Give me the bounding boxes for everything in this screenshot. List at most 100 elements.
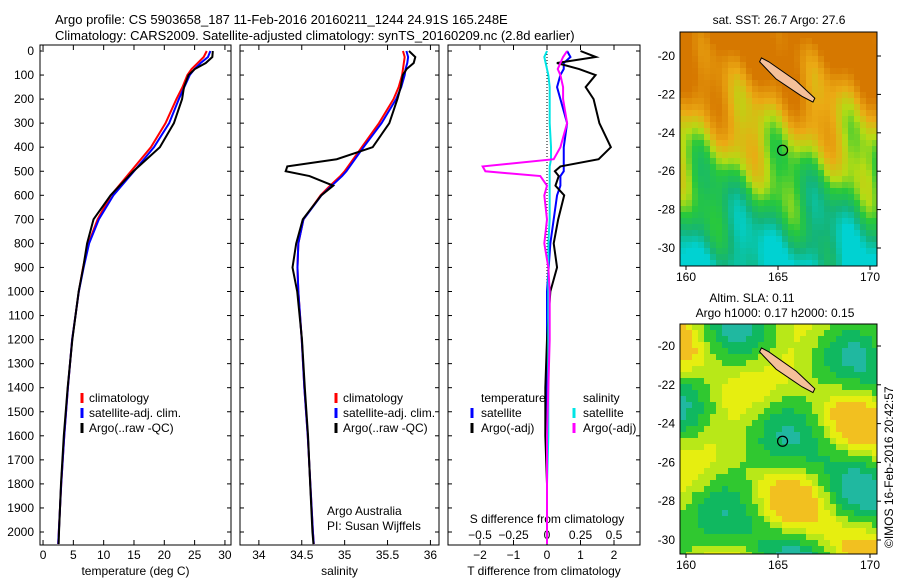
map-cell (728, 206, 734, 212)
map-cell (746, 540, 752, 546)
map-cell (692, 254, 698, 260)
map-cell (704, 444, 710, 450)
map-cell (698, 384, 704, 390)
map-cell (686, 182, 692, 188)
map-cell (710, 426, 716, 432)
map-cell (788, 68, 794, 74)
map-cell (740, 248, 746, 254)
map-cell (722, 74, 728, 80)
map-cell (776, 432, 782, 438)
map-cell (782, 444, 788, 450)
map-cell (782, 176, 788, 182)
map-cell (836, 420, 842, 426)
map-cell (734, 432, 740, 438)
map-cell (746, 44, 752, 50)
map-cell (746, 456, 752, 462)
map-cell (812, 510, 818, 516)
x2-tick-label: −0.25 (498, 528, 529, 542)
map-cell (854, 80, 860, 86)
map-cell (722, 80, 728, 86)
map-cell (806, 98, 812, 104)
map-cell (794, 170, 800, 176)
map-cell (824, 242, 830, 248)
map-cell (854, 212, 860, 218)
legend-label: satellite-adj. clim. (89, 406, 181, 420)
map-cell (806, 104, 812, 110)
map-cell (740, 444, 746, 450)
map-cell (728, 248, 734, 254)
map-cell (860, 492, 866, 498)
map-cell (686, 510, 692, 516)
map-cell (818, 110, 824, 116)
map-cell (776, 384, 782, 390)
map-cell (764, 230, 770, 236)
map-cell (830, 486, 836, 492)
map-cell (794, 366, 800, 372)
map-cell (698, 354, 704, 360)
map-cell (824, 546, 830, 552)
map-cell (872, 176, 877, 182)
map-cell (746, 212, 752, 218)
map-cell (842, 528, 848, 534)
map-cell (848, 486, 854, 492)
map-cell (788, 402, 794, 408)
map-cell (686, 38, 692, 44)
map-cell (680, 110, 686, 116)
map-cell (812, 432, 818, 438)
map-cell (854, 134, 860, 140)
map-cell (788, 354, 794, 360)
map-cell (854, 486, 860, 492)
map-cell (818, 80, 824, 86)
map-cell (842, 218, 848, 224)
map-cell (854, 330, 860, 336)
map-cell (746, 104, 752, 110)
map-cell (734, 426, 740, 432)
map-cell (722, 56, 728, 62)
map-cell (746, 260, 752, 266)
map-cell (836, 260, 842, 266)
map-cell (692, 516, 698, 522)
map-cell (824, 432, 830, 438)
map-cell (692, 498, 698, 504)
map-cell (692, 62, 698, 68)
map-cell (824, 522, 830, 528)
map-cell (710, 146, 716, 152)
map-cell (848, 206, 854, 212)
map-cell (848, 62, 854, 68)
map-cell (722, 242, 728, 248)
map-cell (734, 498, 740, 504)
map-cell (812, 86, 818, 92)
map-cell (854, 378, 860, 384)
map-cell (818, 324, 824, 330)
map-cell (782, 354, 788, 360)
map-cell (770, 80, 776, 86)
map-cell (812, 158, 818, 164)
map-cell (824, 552, 830, 554)
map-cell (806, 218, 812, 224)
map-cell (746, 92, 752, 98)
map-cell (854, 200, 860, 206)
map-cell (686, 360, 692, 366)
map-cell (758, 80, 764, 86)
map-cell (800, 354, 806, 360)
map-cell (746, 50, 752, 56)
map-cell (866, 158, 872, 164)
map-cell (686, 372, 692, 378)
map-cell (704, 176, 710, 182)
map-cell (854, 324, 860, 330)
map-cell (806, 134, 812, 140)
map-cell (812, 74, 818, 80)
map-cell (824, 32, 830, 38)
x-tick-label: 5 (70, 548, 77, 562)
map-cell (776, 218, 782, 224)
map-cell (746, 248, 752, 254)
map-cell (848, 116, 854, 122)
map-cell (782, 182, 788, 188)
map-cell (842, 336, 848, 342)
map-cell (860, 414, 866, 420)
map-cell (836, 366, 842, 372)
map-cell (680, 498, 686, 504)
map-cell (854, 98, 860, 104)
map-cell (818, 92, 824, 98)
map-cell (866, 468, 872, 474)
